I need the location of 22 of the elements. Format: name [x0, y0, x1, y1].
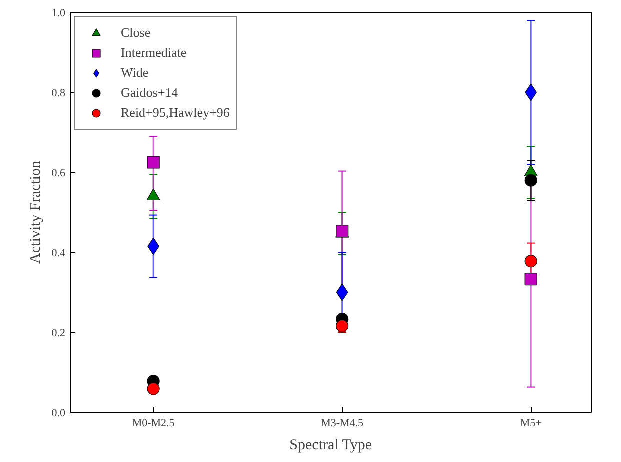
y-tick-label: 1.0 — [52, 8, 66, 20]
y-tick-label: 0.0 — [52, 408, 66, 420]
x-tick-label: M5+ — [520, 418, 542, 430]
y-tick-label: 0.2 — [52, 328, 66, 340]
legend-label: Close — [121, 25, 151, 41]
y-tick-label: 0.4 — [52, 248, 66, 260]
y-tick-label: 0.8 — [52, 88, 66, 100]
legend-label: Gaidos+14 — [121, 85, 178, 101]
point — [147, 156, 160, 169]
point — [524, 273, 538, 286]
y-axis-title: Activity Fraction — [28, 160, 44, 264]
point — [524, 174, 538, 187]
point — [524, 255, 538, 268]
x-tick-label: M3-M4.5 — [321, 418, 364, 430]
x-tick-label: M0-M2.5 — [132, 418, 176, 430]
point — [147, 382, 160, 396]
legend-label: Reid+95,Hawley+96 — [121, 105, 230, 121]
legend-label: Intermediate — [121, 45, 187, 61]
x-axis-title: Spectral Type — [290, 438, 372, 454]
point — [336, 320, 349, 332]
legend-label: Wide — [121, 65, 149, 81]
y-tick-label: 0.6 — [52, 168, 66, 180]
